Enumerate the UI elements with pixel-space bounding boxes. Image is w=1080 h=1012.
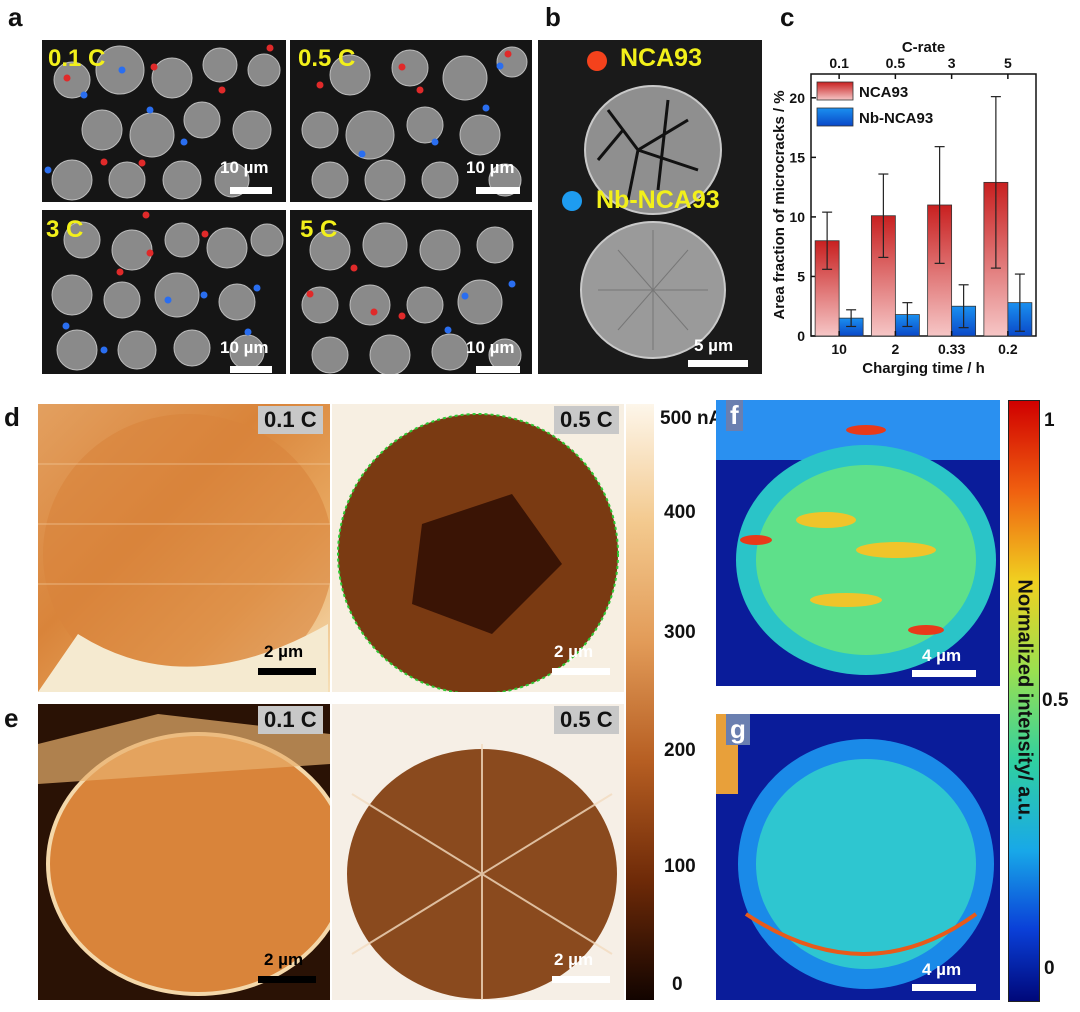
texture-layer bbox=[38, 414, 330, 692]
sem-image-particles: NCA93 Nb-NCA93 5 µm bbox=[538, 40, 762, 374]
scale-bar bbox=[230, 187, 272, 194]
rate-label: 5 C bbox=[300, 216, 338, 243]
scale-bar bbox=[912, 670, 976, 677]
y-tick-label: 0 bbox=[797, 328, 805, 344]
scale-bar bbox=[476, 187, 520, 194]
rate-badge: 0.1 C bbox=[258, 406, 323, 434]
scale-bar-label: 10 µm bbox=[220, 158, 269, 177]
colorbar-tick: 0 bbox=[672, 974, 683, 995]
panel-label-b: b bbox=[545, 2, 561, 32]
intensity-map-f: f 4 µm bbox=[716, 400, 1000, 686]
rate-badge: 0.5 C bbox=[554, 706, 619, 734]
texture-layer bbox=[716, 714, 994, 989]
colorbar-tick: 500 nA bbox=[660, 408, 723, 429]
scale-bar-label: 4 µm bbox=[922, 960, 962, 979]
current-colorbar bbox=[626, 404, 654, 1000]
panel-label-d: d bbox=[4, 402, 20, 432]
x-tick-label: 0.33 bbox=[938, 341, 965, 357]
rate-label: 0.1 C bbox=[48, 45, 106, 72]
particle-layer bbox=[51, 211, 284, 371]
panel-label-f: f bbox=[726, 400, 743, 431]
y-tick-label: 20 bbox=[789, 90, 805, 106]
colorbar-tick: 0 bbox=[1044, 958, 1055, 979]
sem-image-5C: 5 C 10 µm bbox=[290, 210, 532, 374]
scale-bar-label: 2 µm bbox=[554, 950, 594, 969]
scale-bar bbox=[258, 976, 316, 983]
particle-layer bbox=[301, 222, 522, 374]
particle-layer bbox=[44, 44, 281, 201]
x-tick-label: 2 bbox=[891, 341, 899, 357]
y-tick-label: 15 bbox=[789, 149, 805, 165]
scale-bar bbox=[688, 360, 748, 367]
colorbar-tick: 400 bbox=[664, 502, 696, 523]
particle-layer bbox=[562, 51, 726, 359]
current-map-e-0.5C: 0.5 C 2 µm bbox=[332, 704, 624, 1000]
scale-bar-label: 2 µm bbox=[264, 950, 304, 969]
panel-label-g: g bbox=[726, 714, 750, 745]
colorbar-tick: 1 bbox=[1044, 410, 1055, 431]
panel-label-c: c bbox=[780, 2, 795, 32]
legend-swatch-NCA93 bbox=[816, 81, 854, 101]
scale-bar-label: 2 µm bbox=[264, 642, 304, 661]
sem-image-0.1C: 0.1 C 10 µm bbox=[42, 40, 286, 202]
legend-label-Nb-NCA93: Nb-NCA93 bbox=[859, 110, 933, 127]
y-axis-label: Area fraction of microcracks / % bbox=[771, 90, 788, 319]
x2-axis-label: C-rate bbox=[902, 39, 945, 56]
intensity-colorbar-label: Normalized intensity/ a.u. bbox=[1013, 579, 1036, 821]
scale-bar bbox=[552, 668, 610, 675]
sem-image-3C: 3 C 10 µm bbox=[42, 210, 286, 374]
current-map-d-0.1C: 0.1 C 2 µm bbox=[38, 404, 330, 692]
scale-bar bbox=[258, 668, 316, 675]
intensity-map-g: g 4 µm bbox=[716, 714, 1000, 1000]
scale-bar bbox=[476, 366, 520, 373]
colorbar-tick: 200 bbox=[664, 740, 696, 761]
rate-label: 0.5 C bbox=[298, 45, 356, 72]
texture-layer bbox=[716, 400, 1000, 675]
scale-bar-label: 4 µm bbox=[922, 646, 962, 665]
scale-bar-label: 10 µm bbox=[466, 158, 515, 177]
x2-tick-label: 0.1 bbox=[829, 55, 849, 71]
x2-tick-label: 5 bbox=[1004, 55, 1012, 71]
bar-chart: 0 5 10 15 20 10 0.1 2 0.5 0.33 3 0.2 5 Charging time … bbox=[771, 39, 1037, 377]
legend-ncA93: NCA93 bbox=[620, 44, 702, 72]
colorbar-tick: 0.5 bbox=[1042, 690, 1069, 711]
x-tick-label: 0.2 bbox=[998, 341, 1018, 357]
scale-bar-label: 10 µm bbox=[220, 338, 269, 357]
sem-image-0.5C: 0.5 C 10 µm bbox=[290, 40, 532, 202]
texture-layer bbox=[332, 404, 624, 692]
colorbar-tick: 100 bbox=[664, 856, 696, 877]
scale-bar bbox=[912, 984, 976, 991]
x2-tick-label: 0.5 bbox=[886, 55, 906, 71]
scale-bar-label: 5 µm bbox=[694, 336, 734, 355]
scale-bar bbox=[552, 976, 610, 983]
panel-label-e: e bbox=[4, 703, 19, 733]
x-axis-label: Charging time / h bbox=[862, 360, 985, 377]
current-map-d-0.5C: 0.5 C 2 µm bbox=[332, 404, 624, 692]
current-map-e-0.1C: 0.1 C 2 µm bbox=[38, 704, 330, 1000]
texture-layer bbox=[38, 704, 330, 1000]
panel-label-a: a bbox=[8, 2, 23, 32]
colorbar-tick: 300 bbox=[664, 622, 696, 643]
x2-tick-label: 3 bbox=[948, 55, 956, 71]
x-tick-label: 10 bbox=[831, 341, 847, 357]
scale-bar bbox=[230, 366, 272, 373]
texture-layer bbox=[332, 704, 624, 1000]
scale-bar-label: 10 µm bbox=[466, 338, 515, 357]
legend-swatch-Nb-NCA93 bbox=[816, 107, 854, 127]
y-tick-label: 10 bbox=[789, 209, 805, 225]
scale-bar-label: 2 µm bbox=[554, 642, 594, 661]
rate-label: 3 C bbox=[46, 216, 84, 243]
rate-badge: 0.1 C bbox=[258, 706, 323, 734]
rate-badge: 0.5 C bbox=[554, 406, 619, 434]
intensity-colorbar bbox=[1008, 400, 1040, 1002]
legend-nb-ncA93: Nb-NCA93 bbox=[596, 186, 720, 214]
plot-frame bbox=[810, 73, 1037, 337]
legend-label-NCA93: NCA93 bbox=[859, 84, 908, 101]
y-tick-label: 5 bbox=[797, 268, 805, 284]
